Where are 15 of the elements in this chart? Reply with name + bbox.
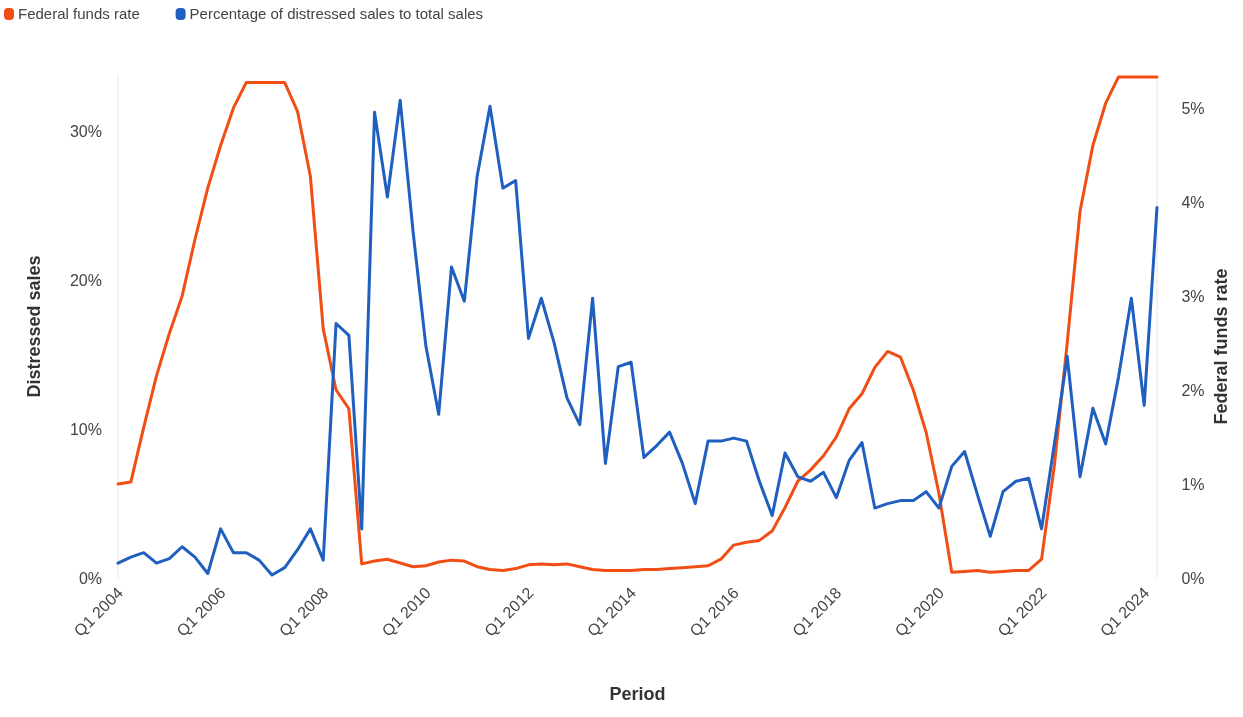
y2-tick-label: 4% — [1181, 193, 1205, 211]
y2-tick-label: 2% — [1181, 381, 1205, 399]
legend-label: Federal funds rate — [18, 5, 140, 22]
y-tick-label: 20% — [69, 271, 102, 289]
y-tick-label: 30% — [69, 123, 102, 141]
y2-tick-label: 0% — [1181, 569, 1205, 587]
y2-tick-label: 3% — [1181, 287, 1205, 305]
legend-label: Percentage of distressed sales to total sales — [189, 5, 484, 22]
y-tick-label: 10% — [69, 420, 102, 438]
x-axis-title: Period — [609, 684, 666, 704]
y-tick-label: 0% — [78, 569, 102, 587]
y2-tick-label: 5% — [1181, 99, 1205, 117]
y2-tick-label: 1% — [1181, 475, 1205, 493]
y-axis-title: Distressed sales — [24, 255, 44, 398]
y2-axis-title: Federal funds rate — [1211, 268, 1231, 425]
